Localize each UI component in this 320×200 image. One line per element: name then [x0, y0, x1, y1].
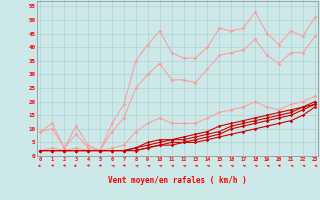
X-axis label: Vent moyen/en rafales ( km/h ): Vent moyen/en rafales ( km/h )	[108, 176, 247, 185]
